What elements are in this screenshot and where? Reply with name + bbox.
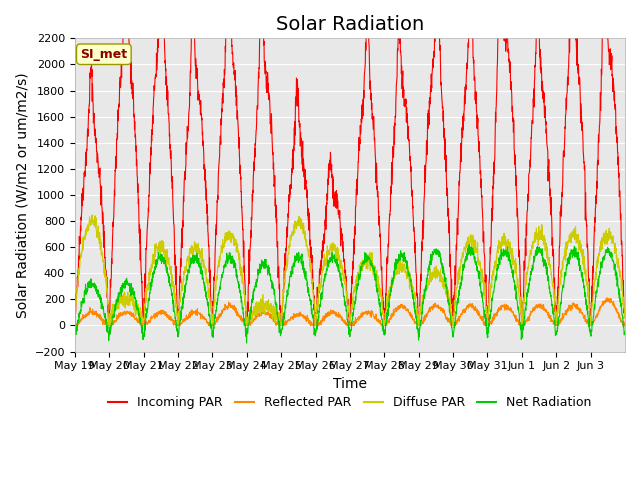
Line: Net Radiation: Net Radiation <box>75 245 625 343</box>
Incoming PAR <box>547 208 554 214</box>
Diffuse PAR <box>383 293 391 299</box>
Reflected PAR <box>621 322 629 328</box>
Net Radiation <box>126 283 134 289</box>
Diffuse PAR <box>245 321 253 327</box>
Incoming PAR <box>516 262 524 267</box>
Diffuse PAR <box>614 258 621 264</box>
Reflected PAR <box>547 312 554 318</box>
Reflected PAR <box>71 322 79 327</box>
Net Radiation <box>621 331 629 337</box>
Reflected PAR <box>383 320 391 326</box>
Incoming PAR <box>383 261 391 267</box>
Title: Solar Radiation: Solar Radiation <box>276 15 424 34</box>
Text: SI_met: SI_met <box>80 48 127 61</box>
Incoming PAR <box>621 315 629 321</box>
Y-axis label: Solar Radiation (W/m2 or um/m2/s): Solar Radiation (W/m2 or um/m2/s) <box>15 72 29 318</box>
Reflected PAR <box>126 312 134 318</box>
Diffuse PAR <box>621 315 629 321</box>
Net Radiation <box>614 275 621 281</box>
Legend: Incoming PAR, Reflected PAR, Diffuse PAR, Net Radiation: Incoming PAR, Reflected PAR, Diffuse PAR… <box>103 391 596 414</box>
Incoming PAR <box>71 323 79 328</box>
Net Radiation <box>383 316 391 322</box>
Incoming PAR <box>126 54 134 60</box>
Diffuse PAR <box>88 212 96 218</box>
Net Radiation <box>245 321 253 326</box>
Reflected PAR <box>245 323 253 328</box>
Net Radiation <box>547 292 555 298</box>
Incoming PAR <box>245 275 253 280</box>
Reflected PAR <box>614 310 621 315</box>
Diffuse PAR <box>547 266 554 272</box>
Reflected PAR <box>516 322 524 328</box>
X-axis label: Time: Time <box>333 377 367 391</box>
Diffuse PAR <box>126 292 134 298</box>
Line: Incoming PAR: Incoming PAR <box>75 0 625 325</box>
Reflected PAR <box>604 295 611 301</box>
Incoming PAR <box>614 144 621 150</box>
Diffuse PAR <box>516 300 524 306</box>
Reflected PAR <box>71 323 79 328</box>
Line: Diffuse PAR: Diffuse PAR <box>75 215 625 325</box>
Net Radiation <box>466 242 474 248</box>
Net Radiation <box>243 340 250 346</box>
Line: Reflected PAR: Reflected PAR <box>75 298 625 325</box>
Net Radiation <box>516 320 524 325</box>
Net Radiation <box>71 331 79 337</box>
Diffuse PAR <box>71 323 79 328</box>
